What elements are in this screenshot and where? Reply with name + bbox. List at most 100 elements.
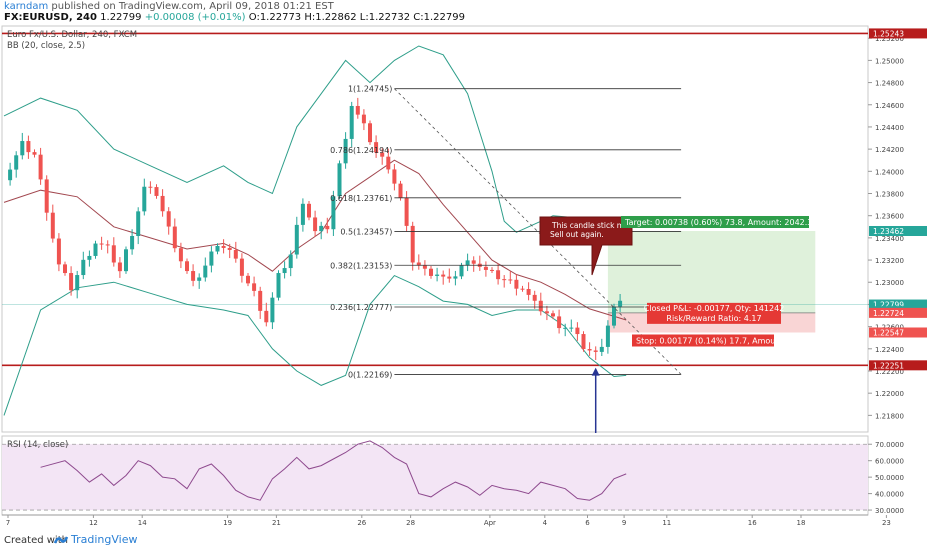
rsi-title: RSI (14, close)	[7, 440, 68, 450]
candle-body	[313, 217, 318, 232]
fib-trend-line	[394, 88, 682, 375]
price-tag-label: 1.23462	[873, 227, 904, 236]
x-tick-label: 7	[6, 519, 10, 527]
callout-text-line2: Sell out again.	[550, 230, 604, 239]
chart-canvas[interactable]: 1.218001.220001.222001.224001.226001.228…	[0, 24, 932, 530]
candle-body	[422, 265, 427, 269]
x-tick-label: Apr	[484, 519, 496, 527]
candle-body	[99, 243, 104, 245]
candle-body	[117, 262, 122, 272]
tradingview-brand[interactable]: TradingView	[54, 533, 137, 546]
y-tick-label: 1.24400	[875, 124, 904, 132]
candle-body	[337, 163, 342, 197]
candle-body	[587, 349, 592, 351]
candle-body	[148, 186, 153, 188]
tradingview-brand-label: TradingView	[71, 533, 138, 546]
candle-body	[520, 288, 525, 290]
candle-body	[538, 300, 543, 312]
y-tick-label: 1.24000	[875, 168, 904, 176]
candle-body	[209, 251, 214, 266]
price-tag-label: 1.22547	[873, 328, 904, 337]
candle-body	[203, 265, 208, 278]
candle-body	[490, 269, 494, 271]
rsi-tick-label: 70.0000	[875, 441, 904, 449]
stop-label-text: Stop: 0.00177 (0.14%) 17.7, Amount: 750	[636, 336, 804, 345]
candle-body	[361, 114, 366, 124]
rr-label-text: Risk/Reward Ratio: 4.17	[666, 314, 761, 323]
x-tick-label: 21	[272, 519, 281, 527]
y-tick-label: 1.22200	[875, 368, 904, 376]
candle-body	[496, 270, 501, 280]
price-tag-label: 1.25243	[873, 29, 904, 38]
candle-body	[233, 249, 238, 259]
candle-body	[398, 183, 403, 198]
price-tag	[869, 28, 927, 39]
candle-body	[166, 211, 171, 227]
x-tick-label: 9	[622, 519, 626, 527]
callout-text-line1: This candle stick made a long wick	[551, 221, 683, 230]
candle-body	[471, 260, 476, 264]
candle-body	[575, 327, 580, 335]
candle-body	[191, 271, 196, 281]
candle-body	[160, 195, 165, 212]
candle-body	[185, 261, 189, 272]
candle-body	[215, 245, 220, 252]
candle-body	[618, 300, 623, 307]
candle-body	[612, 306, 616, 326]
x-tick-label: 26	[357, 519, 366, 527]
candle-body	[441, 274, 446, 277]
candle-body	[75, 275, 80, 291]
price-change: +0.00008 (+0.01%)	[144, 12, 246, 23]
candle-body	[355, 105, 360, 115]
candle-body	[502, 279, 507, 281]
pnl-label-text: Closed P&L: -0.00177, Qty: 141242	[644, 304, 785, 313]
x-tick-label: 12	[89, 519, 98, 527]
y-tick-label: 1.22000	[875, 390, 904, 398]
price-tag	[869, 327, 927, 338]
price-tag	[869, 299, 927, 310]
candle-body	[343, 138, 348, 164]
y-tick-label: 1.25200	[875, 35, 904, 43]
candle-body	[172, 226, 177, 249]
x-tick-label: 11	[662, 519, 671, 527]
y-tick-label: 1.23800	[875, 191, 904, 199]
candle-body	[276, 273, 281, 298]
fib-level-label: 0(1.22169)	[348, 370, 392, 379]
y-tick-label: 1.24200	[875, 146, 904, 154]
footer: Created with TradingView	[0, 530, 932, 550]
candle-body	[447, 276, 452, 279]
candle-body	[130, 235, 135, 250]
candle-body	[557, 316, 562, 329]
y-tick-label: 1.21800	[875, 412, 904, 420]
candle-body	[26, 141, 31, 153]
main-pane-frame	[1, 25, 869, 433]
y-tick-label: 1.23000	[875, 279, 904, 287]
x-tick-label: 19	[223, 519, 232, 527]
candle-body	[544, 311, 549, 314]
pnl-label: Closed P&L: -0.00177, Qty: 141242Risk/Re…	[644, 302, 785, 324]
candle-body	[453, 276, 458, 279]
candle-body	[551, 313, 555, 317]
candle-body	[124, 249, 128, 272]
candle-body	[136, 211, 141, 236]
target-label: Target: 0.00738 (0.60%) 73.8, Amount: 20…	[621, 215, 817, 228]
candle-body	[258, 290, 263, 311]
y-tick-label: 1.25000	[875, 57, 904, 65]
y-tick-label: 1.23400	[875, 235, 904, 243]
candle-body	[483, 266, 488, 270]
symbol-label: FX:EURUSD, 240	[4, 12, 97, 23]
candle-body	[178, 248, 183, 262]
x-tick-label: 6	[585, 519, 590, 527]
author-link[interactable]: karndam	[4, 1, 49, 12]
x-tick-label: 23	[882, 519, 891, 527]
candle-body	[526, 289, 531, 295]
candle-body	[563, 327, 568, 329]
price-tag	[869, 360, 927, 371]
x-tick-label: 4	[543, 519, 548, 527]
candle-body	[63, 264, 67, 274]
candle-body	[386, 156, 391, 170]
fibonacci: 1(1.24745) 0.786(1.24194) 0.618(1.23761) 0.…	[330, 85, 682, 379]
candle-body	[197, 277, 202, 281]
candle-body	[514, 279, 519, 289]
candle-body	[20, 141, 25, 156]
